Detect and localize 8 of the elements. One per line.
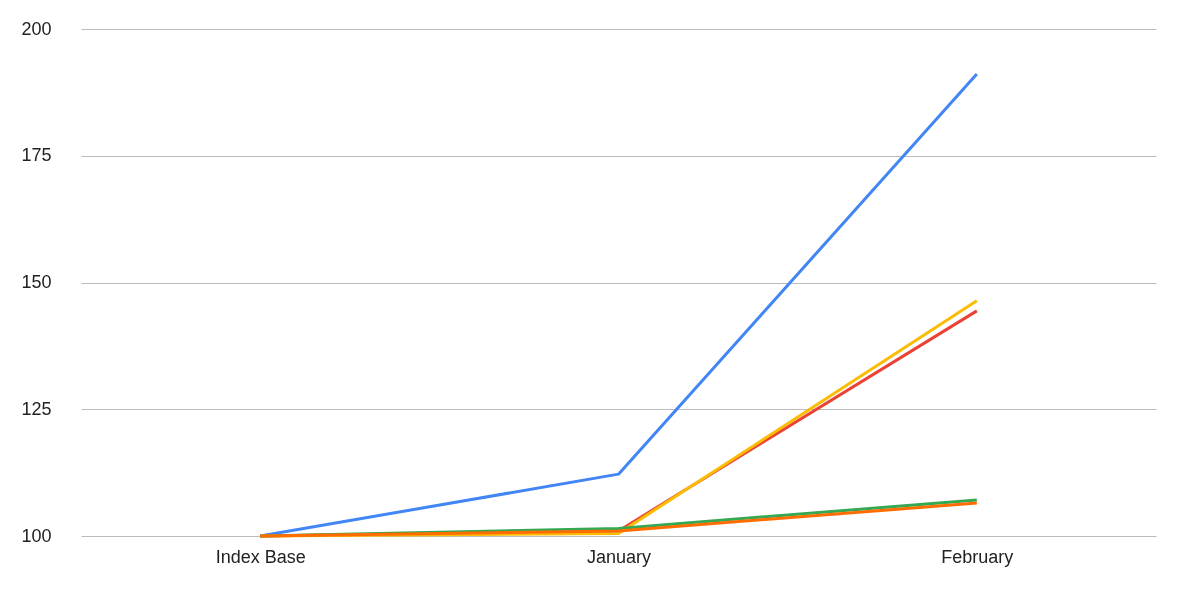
y-tick-label: 175 bbox=[21, 145, 52, 166]
x-tick-label: January bbox=[586, 546, 652, 567]
x-tick-label: February bbox=[941, 546, 1014, 567]
y-tick-label: 200 bbox=[21, 18, 52, 39]
y-tick-label: 150 bbox=[21, 272, 52, 292]
x-tick-label: Index Base bbox=[215, 546, 306, 567]
y-tick-label: 100 bbox=[21, 525, 52, 546]
y-tick-label: 125 bbox=[21, 398, 52, 419]
